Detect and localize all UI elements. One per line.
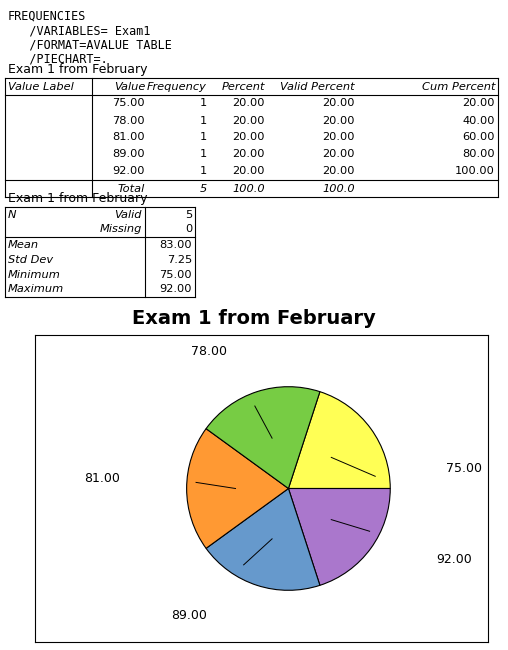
Text: FREQUENCIES: FREQUENCIES xyxy=(8,10,86,23)
Text: 20.00: 20.00 xyxy=(233,133,265,142)
Text: Mean: Mean xyxy=(8,239,39,250)
Text: 1: 1 xyxy=(200,166,207,177)
Text: 5: 5 xyxy=(185,209,192,220)
Text: Exam 1 from February: Exam 1 from February xyxy=(8,192,147,205)
Text: 7.25: 7.25 xyxy=(167,255,192,265)
Text: 100.00: 100.00 xyxy=(455,166,495,177)
Text: Frequency: Frequency xyxy=(147,81,207,92)
Text: 1: 1 xyxy=(200,150,207,159)
Text: 75.00: 75.00 xyxy=(160,270,192,280)
Text: Cum Percent: Cum Percent xyxy=(422,81,495,92)
Text: 0: 0 xyxy=(185,224,192,235)
Text: 78.00: 78.00 xyxy=(112,116,145,125)
Text: 40.00: 40.00 xyxy=(462,116,495,125)
Text: Std Dev: Std Dev xyxy=(8,255,53,265)
Text: Percent: Percent xyxy=(221,81,265,92)
Text: 20.00: 20.00 xyxy=(323,150,355,159)
Text: 5: 5 xyxy=(200,183,207,194)
Text: 20.00: 20.00 xyxy=(323,166,355,177)
Text: Exam 1 from February: Exam 1 from February xyxy=(132,309,376,328)
Text: Minimum: Minimum xyxy=(8,270,61,280)
Text: 92.00: 92.00 xyxy=(160,285,192,294)
Text: 92.00: 92.00 xyxy=(112,166,145,177)
Text: 20.00: 20.00 xyxy=(233,99,265,109)
Text: Valid: Valid xyxy=(114,209,142,220)
Text: 20.00: 20.00 xyxy=(323,99,355,109)
Text: 83.00: 83.00 xyxy=(160,239,192,250)
Text: 20.00: 20.00 xyxy=(233,166,265,177)
Text: 20.00: 20.00 xyxy=(462,99,495,109)
Text: 100.0: 100.0 xyxy=(323,183,355,194)
Text: /FORMAT=AVALUE TABLE: /FORMAT=AVALUE TABLE xyxy=(8,38,172,51)
Text: 1: 1 xyxy=(200,116,207,125)
Text: 20.00: 20.00 xyxy=(323,116,355,125)
Text: 60.00: 60.00 xyxy=(462,133,495,142)
Text: Maximum: Maximum xyxy=(8,285,64,294)
Text: Valid Percent: Valid Percent xyxy=(280,81,355,92)
Text: 89.00: 89.00 xyxy=(112,150,145,159)
Text: Value: Value xyxy=(114,81,145,92)
Text: 75.00: 75.00 xyxy=(112,99,145,109)
Text: 20.00: 20.00 xyxy=(323,133,355,142)
Text: 1: 1 xyxy=(200,133,207,142)
Text: Exam 1 from February: Exam 1 from February xyxy=(8,63,147,76)
Text: 20.00: 20.00 xyxy=(233,150,265,159)
Text: 1: 1 xyxy=(200,99,207,109)
Text: 100.0: 100.0 xyxy=(232,183,265,194)
Text: 20.00: 20.00 xyxy=(233,116,265,125)
Text: Value Label: Value Label xyxy=(8,81,74,92)
Text: /PIECHART=.: /PIECHART=. xyxy=(8,52,108,65)
Text: N: N xyxy=(8,209,16,220)
Text: 81.00: 81.00 xyxy=(112,133,145,142)
Text: /VARIABLES= Exam1: /VARIABLES= Exam1 xyxy=(8,24,150,37)
Text: Missing: Missing xyxy=(100,224,142,235)
Text: Total: Total xyxy=(118,183,145,194)
Text: 80.00: 80.00 xyxy=(462,150,495,159)
